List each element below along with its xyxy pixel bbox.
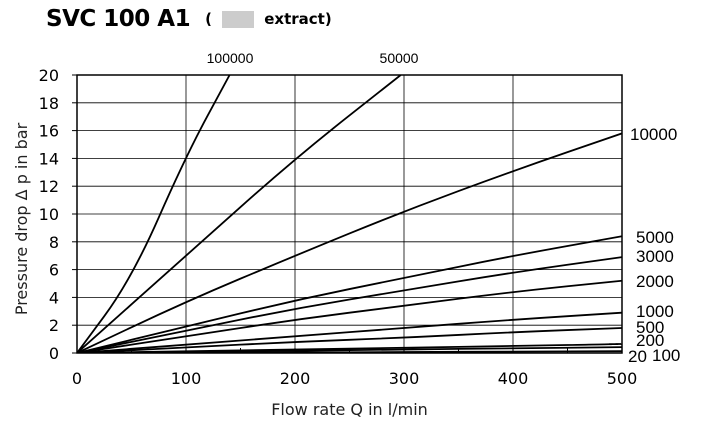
legend-text: extract) bbox=[264, 10, 332, 28]
x-tick-label: 0 bbox=[72, 369, 82, 388]
y-tick-label: 8 bbox=[49, 233, 59, 252]
series-label-1000: 1000 bbox=[636, 302, 674, 321]
y-axis-label: Pressure drop Δ p in bar bbox=[12, 122, 31, 315]
y-tick-label: 2 bbox=[49, 316, 59, 335]
y-tick-label: 4 bbox=[49, 288, 59, 307]
y-tick-label: 20 bbox=[39, 66, 59, 85]
y-tick-label: 18 bbox=[39, 94, 59, 113]
y-tick-label: 10 bbox=[39, 205, 59, 224]
x-tick-label: 200 bbox=[280, 369, 311, 388]
legend-swatch bbox=[222, 10, 255, 28]
series-label-100: 100 bbox=[652, 346, 680, 365]
x-tick-label: 300 bbox=[389, 369, 420, 388]
y-tick-label: 16 bbox=[39, 122, 59, 141]
chart-title-row: SVC 100 A1 ( extract) bbox=[46, 6, 332, 38]
series-line-100000 bbox=[77, 75, 231, 353]
x-tick-label: 500 bbox=[607, 369, 638, 388]
chart-title: SVC 100 A1 bbox=[46, 6, 191, 32]
series-label-50000: 50000 bbox=[380, 50, 419, 66]
y-tick-label: 14 bbox=[39, 149, 59, 168]
x-axis-label: Flow rate Q in l/min bbox=[271, 400, 428, 419]
series-label-10000: 10000 bbox=[630, 125, 677, 144]
series-line-500 bbox=[77, 327, 622, 353]
series-line-1000 bbox=[77, 311, 622, 353]
y-ticks: 0 2 4 6 8 10 12 14 16 18 20 bbox=[39, 66, 77, 363]
series-label-100000: 100000 bbox=[207, 50, 254, 66]
x-ticks: 0 100 200 300 400 500 bbox=[72, 369, 637, 388]
y-tick-label: 6 bbox=[49, 261, 59, 280]
y-tick-label: 12 bbox=[39, 177, 59, 196]
series-label-500: 500 bbox=[636, 318, 664, 337]
series-label-200: 200 bbox=[636, 331, 664, 350]
legend-paren: ( bbox=[205, 10, 213, 28]
series-line-2000 bbox=[77, 279, 622, 353]
grid bbox=[76, 74, 623, 354]
series-label-3000: 3000 bbox=[636, 247, 674, 266]
x-tick-label: 400 bbox=[498, 369, 529, 388]
x-tick-label: 100 bbox=[171, 369, 202, 388]
series-line-50000 bbox=[77, 75, 402, 353]
series-line-10000 bbox=[77, 132, 622, 353]
series-label-2000: 2000 bbox=[636, 272, 674, 291]
series-label-20: 20 bbox=[628, 347, 647, 366]
series-line-3000 bbox=[77, 256, 622, 353]
series-line-5000 bbox=[77, 235, 622, 353]
series-label-5000: 5000 bbox=[636, 228, 674, 247]
y-tick-label: 0 bbox=[49, 344, 59, 363]
